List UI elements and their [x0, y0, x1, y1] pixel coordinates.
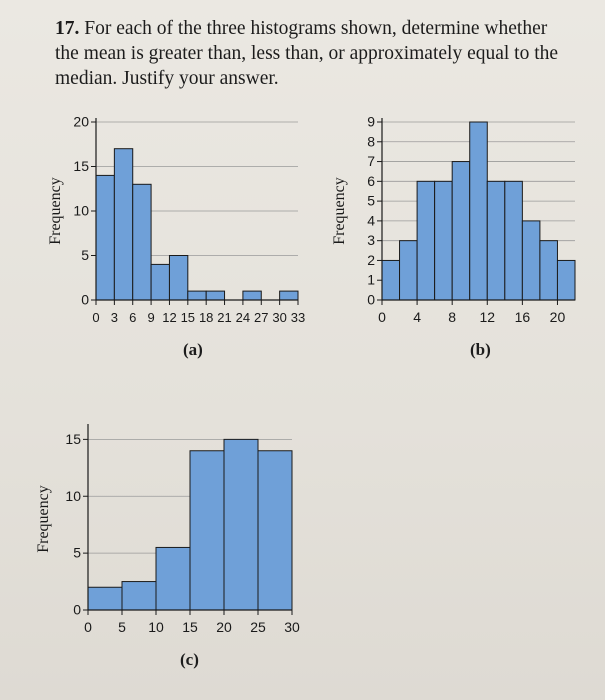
y-tick-label: 0 [367, 292, 375, 308]
histogram-bar [539, 240, 558, 301]
histogram-svg: 0 5 10 15 0 5 10 15 20 25 30 Frequency [35, 424, 300, 635]
histogram-bar [381, 259, 401, 301]
y-tick-label: 15 [65, 431, 81, 447]
y-tick-label: 0 [73, 602, 81, 618]
histogram-bar [132, 183, 152, 301]
x-tick-label: 20 [550, 309, 566, 325]
y-tick-label: 9 [367, 114, 375, 130]
histogram-bar [486, 180, 506, 301]
histogram-bar [205, 290, 226, 301]
histogram-b: 0 1 2 3 4 5 6 7 8 9 0 4 8 12 16 20 Frequency [330, 105, 595, 340]
histogram-bar [223, 438, 259, 611]
y-tick-label: 1 [367, 272, 375, 288]
y-tick-label: 10 [65, 488, 81, 504]
question-text-1: For each of the three histograms shown, … [84, 18, 548, 39]
y-tick-label: 5 [367, 193, 375, 209]
histogram-a: 0 5 10 15 20 0 3 6 9 12 15 18 21 24 27 30 33 Frequency [40, 105, 320, 340]
y-tick-label: 3 [367, 232, 375, 248]
histogram-bar [257, 450, 293, 611]
y-tick-label: 10 [73, 203, 89, 219]
question-line-3: median. Justify your answer. [55, 68, 279, 89]
y-tick-label: 20 [73, 114, 89, 130]
x-tick-label: 9 [147, 310, 154, 325]
histogram-bar [155, 546, 191, 611]
y-tick-label: 5 [81, 247, 89, 263]
y-axis-label: Frequency [35, 485, 52, 553]
histogram-bar [168, 255, 189, 301]
question-number: 17. [55, 18, 80, 39]
y-tick-label: 2 [367, 252, 375, 268]
histogram-bar [113, 148, 134, 301]
x-tick-label: 12 [162, 310, 176, 325]
x-tick-label: 30 [272, 310, 286, 325]
x-tick-label: 6 [129, 310, 136, 325]
x-tick-label: 0 [84, 619, 92, 635]
x-tick-label: 10 [148, 619, 164, 635]
x-tick-label: 12 [479, 309, 495, 325]
x-tick-label: 15 [182, 619, 198, 635]
x-tick-label: 4 [413, 309, 421, 325]
x-tick-label: 27 [254, 310, 268, 325]
histogram-bar [87, 586, 123, 611]
histogram-bar [521, 220, 541, 301]
x-tick-label: 24 [236, 310, 250, 325]
y-tick-label: 6 [367, 173, 375, 189]
histogram-bar [121, 581, 157, 611]
x-tick-label: 16 [515, 309, 531, 325]
x-tick-label: 33 [291, 310, 305, 325]
y-tick-label: 0 [81, 292, 89, 308]
histogram-bar [399, 240, 418, 301]
y-tick-label: 15 [73, 158, 89, 174]
x-tick-label: 21 [217, 310, 231, 325]
x-tick-label: 8 [448, 309, 456, 325]
histogram-c: 0 5 10 15 0 5 10 15 20 25 30 Frequency [30, 405, 310, 650]
question-line-2: the mean is greater than, less than, or … [55, 43, 559, 64]
histogram-bar [187, 290, 207, 301]
y-axis-label: Frequency [47, 177, 64, 245]
histogram-bar [95, 174, 115, 301]
x-tick-label: 3 [111, 310, 118, 325]
histogram-bar [242, 290, 262, 301]
question-17: 17. For each of the three histograms sho… [55, 16, 605, 91]
caption-b: (b) [470, 340, 491, 359]
y-tick-label: 5 [73, 545, 81, 561]
x-tick-label: 30 [284, 619, 300, 635]
histogram-bar [279, 290, 299, 301]
y-axis-label: Frequency [331, 177, 348, 245]
x-tick-label: 18 [199, 310, 213, 325]
histogram-bar [434, 180, 453, 301]
x-tick-label: 20 [216, 619, 232, 635]
x-tick-label: 0 [378, 309, 386, 325]
histogram-bar [556, 259, 576, 301]
histogram-bar [504, 180, 523, 301]
caption-c: (c) [180, 650, 199, 669]
y-tick-label: 4 [367, 212, 375, 228]
y-tick-label: 7 [367, 153, 375, 169]
x-tick-label: 15 [181, 310, 195, 325]
x-tick-label: 25 [250, 619, 266, 635]
histogram-bar [150, 263, 170, 301]
y-tick-label: 8 [367, 133, 375, 149]
question-line-1: 17. For each of the three histograms sho… [55, 16, 605, 41]
histogram-bar [189, 450, 225, 611]
histogram-bar [451, 161, 471, 301]
caption-a: (a) [183, 340, 203, 359]
histogram-bar [469, 121, 488, 301]
x-tick-label: 0 [92, 310, 99, 325]
x-tick-label: 5 [118, 619, 126, 635]
histogram-bar [416, 180, 436, 301]
